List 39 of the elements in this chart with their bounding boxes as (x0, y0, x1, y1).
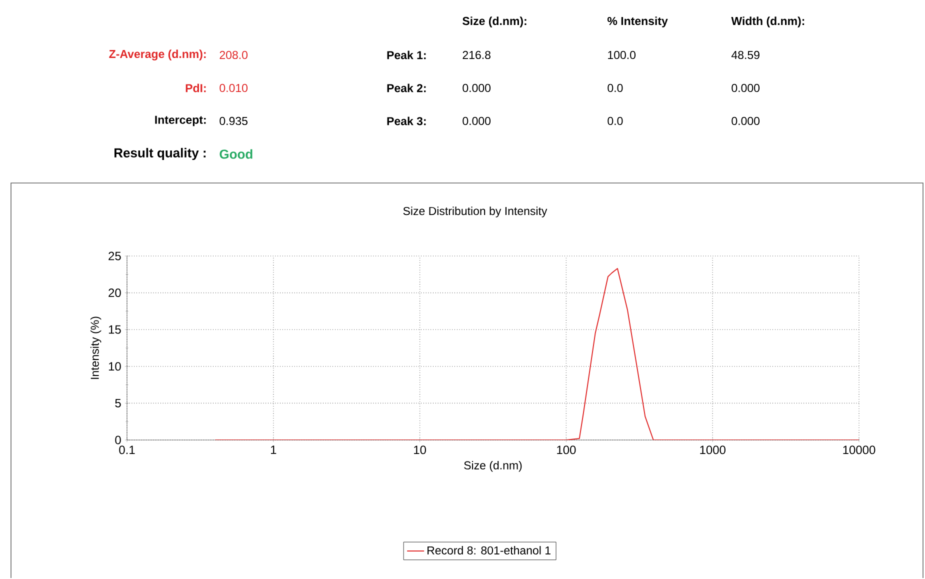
x-axis-title: Size (d.nm) (464, 460, 522, 472)
text: Result quality : (114, 148, 206, 160)
text: Peak 1: (387, 50, 426, 60)
y-tick-label: 0 (115, 436, 121, 444)
legend-label: Record 8: 801-ethanol 1 (428, 546, 550, 554)
x-tick-label: 100 (557, 446, 576, 454)
x-tick-label: 1000 (700, 446, 726, 454)
text: PdI: (186, 84, 206, 92)
text: Z-Average (d.nm): (109, 50, 206, 60)
text: 0.000 (462, 116, 491, 126)
text: 216.8 (462, 50, 490, 60)
text: 0.000 (732, 84, 760, 92)
chart-title: Size Distribution by Intensity (403, 206, 548, 218)
y-tick-label: 20 (108, 288, 121, 298)
y-tick-label: 5 (115, 399, 121, 408)
x-tick-label: 10000 (843, 446, 876, 454)
text: 48.59 (731, 50, 760, 60)
text: 0.0 (608, 84, 623, 92)
text: 0.935 (220, 116, 248, 126)
y-tick-label: 15 (108, 325, 121, 334)
text: Peak 2: (387, 84, 426, 92)
text: Width (d.nm): (731, 16, 804, 28)
x-tick-label: 0.1 (119, 446, 135, 454)
y-tick-label: 10 (108, 362, 121, 371)
text: 208.0 (220, 50, 248, 60)
x-tick-label: 1 (270, 446, 276, 454)
text: Peak 3: (387, 116, 426, 126)
y-axis-title: Intensity (%) (90, 316, 102, 379)
text: Good (220, 149, 252, 159)
text: 0.000 (732, 116, 760, 126)
x-tick-label: 10 (414, 446, 426, 454)
text: 0.000 (462, 84, 491, 92)
text: Intercept: (155, 116, 206, 126)
y-tick-label: 25 (108, 252, 121, 260)
text: 100.0 (608, 50, 636, 60)
text: 0.0 (608, 116, 623, 126)
text: Size (d.nm): (462, 16, 526, 28)
text: % Intensity (607, 16, 668, 28)
text: 0.010 (220, 84, 248, 92)
